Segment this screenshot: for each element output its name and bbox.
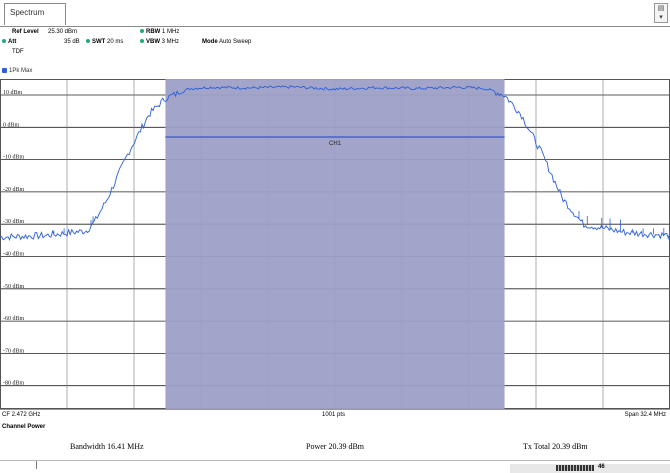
att-coupled-icon <box>2 39 6 44</box>
swt-item: SWT 20 ms <box>86 38 123 47</box>
rbw-coupled-icon <box>140 29 144 34</box>
channel-power-title: Channel Power <box>2 424 46 430</box>
att-item: Att <box>2 38 16 47</box>
sweep-progress-value: 46 <box>598 464 605 470</box>
trace-1-icon <box>2 68 7 73</box>
trace-label-text: 1Pk Max <box>9 68 33 75</box>
y-tick-label: -80 dBm <box>3 381 25 387</box>
sweep-progress-meter <box>556 465 594 471</box>
swt-value: 20 ms <box>107 39 124 45</box>
cp-power: Power 20.39 dBm <box>306 442 364 451</box>
sweep-footer: CF 2.472 GHz 1001 pts Span 32.4 MHz <box>0 409 670 424</box>
channel-label: CH1 <box>329 141 342 147</box>
measurement-settings: Ref Level 25.30 dBm RBW 1 MHz Att 35 dB … <box>0 27 670 65</box>
y-tick-label: -10 dBm <box>3 155 25 161</box>
tdf-label: TDF <box>12 49 24 55</box>
vbw-label: VBW <box>146 39 160 45</box>
cp-tx-total: Tx Total 20.39 dBm <box>523 442 588 451</box>
y-tick-label: -60 dBm <box>3 316 25 322</box>
channel-power-results: Bandwidth 16.41 MHz Power 20.39 dBm Tx T… <box>0 442 670 456</box>
y-tick-label: -70 dBm <box>3 348 25 354</box>
att-label: Att <box>8 39 17 45</box>
spectrum-trace <box>0 84 670 242</box>
vbw-value: 3 MHz <box>161 39 180 45</box>
y-tick-label: -50 dBm <box>3 284 25 290</box>
center-frequency: CF 2.472 GHz <box>2 412 41 418</box>
sweep-points: 1001 pts <box>322 412 346 418</box>
y-tick-label: 0 dBm <box>3 122 20 128</box>
rbw-item: RBW 1 MHz <box>140 28 179 37</box>
y-axis-labels: 10 dBm 0 dBm -10 dBm -20 dBm -30 dBm -40 dBm -… <box>3 90 25 387</box>
channel-bandwidth-region <box>165 79 505 409</box>
swt-label: SWT <box>92 39 106 45</box>
tab-spectrum-label: Spectrum <box>10 8 45 17</box>
y-tick-label: -40 dBm <box>3 252 25 258</box>
cp-bandwidth: Bandwidth 16.41 MHz <box>70 442 144 451</box>
att-value: 35 dB <box>64 39 80 45</box>
frequency-span: Span 32.4 MHz <box>624 412 666 418</box>
y-tick-label: 10 dBm <box>3 90 23 96</box>
window-menu-icon[interactable]: ▤ ▾ <box>654 3 668 23</box>
mode-value: Auto Sweep <box>219 39 252 45</box>
vbw-item: VBW 3 MHz <box>140 38 179 47</box>
mode-item: Mode Auto Sweep <box>202 38 251 47</box>
vbw-coupled-icon <box>140 39 144 44</box>
noise-spikes <box>53 211 665 236</box>
tab-bar: Spectrum ▤ ▾ <box>0 0 670 27</box>
rbw-label: RBW <box>146 29 161 35</box>
y-tick-label: -20 dBm <box>3 187 25 193</box>
ref-level-value: 25.30 dBm <box>48 29 78 35</box>
status-divider <box>36 461 37 469</box>
rbw-value: 1 MHz <box>162 29 180 35</box>
spectrum-plot[interactable]: CH1 10 dBm 0 dBm -10 dBm -20 dBm -30 dBm -40 … <box>0 79 670 409</box>
swt-coupled-icon <box>86 39 90 44</box>
trace-label: 1Pk Max <box>2 68 32 74</box>
ref-level-label: Ref Level <box>12 29 39 35</box>
mode-label: Mode <box>202 39 218 45</box>
y-tick-label: -30 dBm <box>3 219 25 225</box>
status-bar: 46 <box>0 460 670 473</box>
tab-spectrum[interactable]: Spectrum <box>4 3 66 25</box>
